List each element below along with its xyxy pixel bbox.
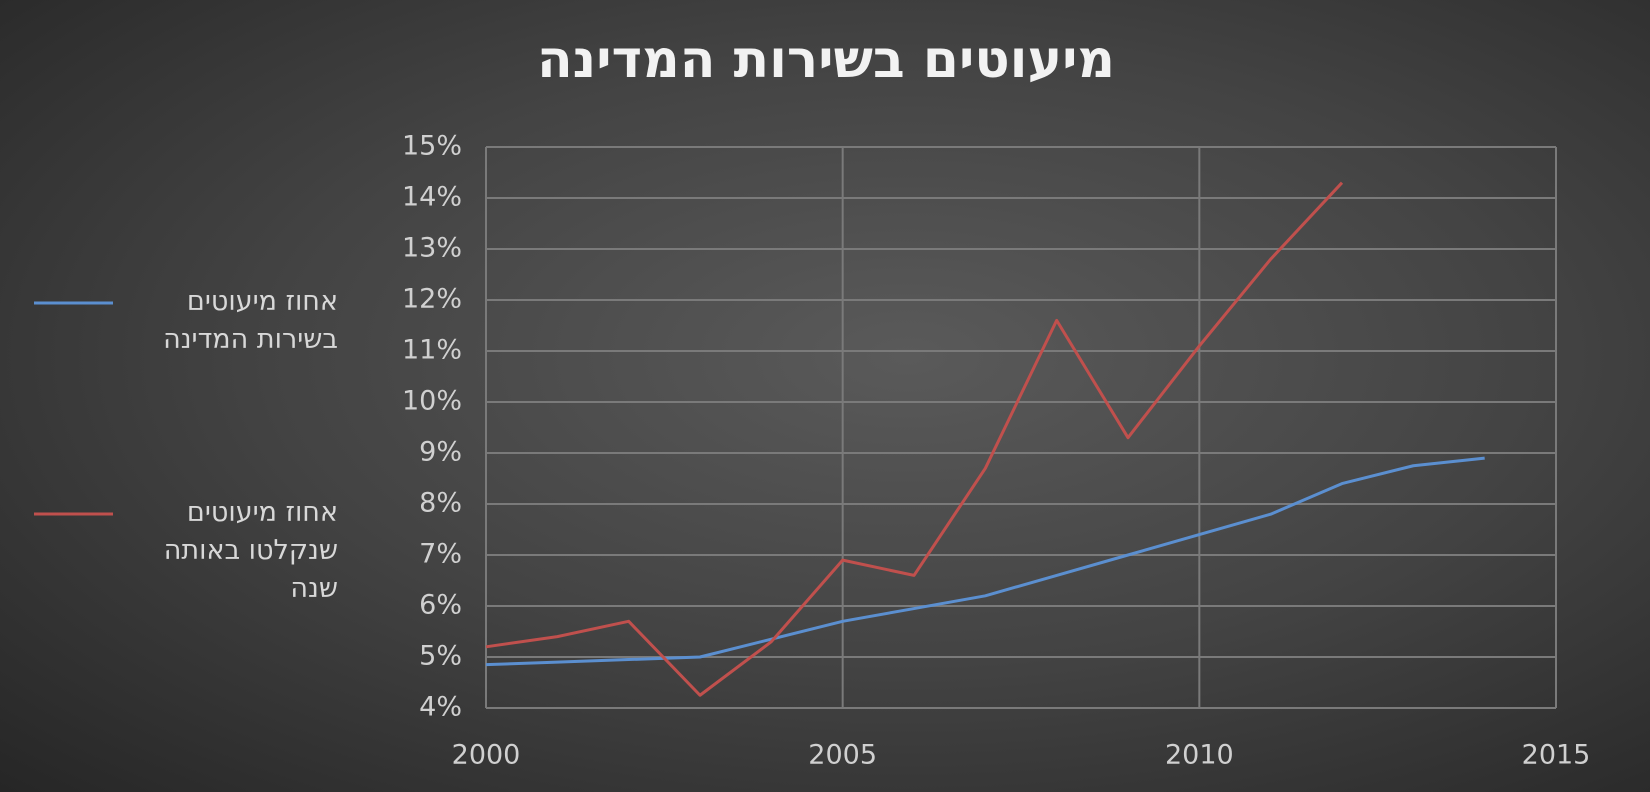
y-tick-label: 8%	[419, 488, 462, 519]
y-tick-label: 10%	[402, 386, 462, 417]
y-tick-label: 4%	[419, 692, 462, 723]
y-tick-label: 6%	[419, 590, 462, 621]
legend-label: אחוז מיעוטים שנקלטו באותה שנה	[163, 497, 338, 604]
y-tick-label: 14%	[402, 182, 462, 213]
y-tick-label: 12%	[402, 284, 462, 315]
series-line	[485, 181, 1344, 697]
y-tick-label: 7%	[419, 539, 462, 570]
y-tick-label: 13%	[402, 233, 462, 264]
legend-label: אחוז מיעוטים בשירות המדינה	[163, 286, 338, 355]
x-tick-label: 2010	[1165, 740, 1234, 771]
x-tick-label: 2000	[452, 740, 521, 771]
x-tick-label: 2005	[808, 740, 877, 771]
y-tick-label: 11%	[402, 335, 462, 366]
chart-title: מיעוטים בשירות המדינה	[537, 30, 1115, 90]
y-tick-label: 5%	[419, 641, 462, 672]
series-line	[485, 456, 1485, 667]
x-tick-label: 2015	[1522, 740, 1591, 771]
y-tick-label: 15%	[402, 131, 462, 162]
y-tick-label: 9%	[419, 437, 462, 468]
